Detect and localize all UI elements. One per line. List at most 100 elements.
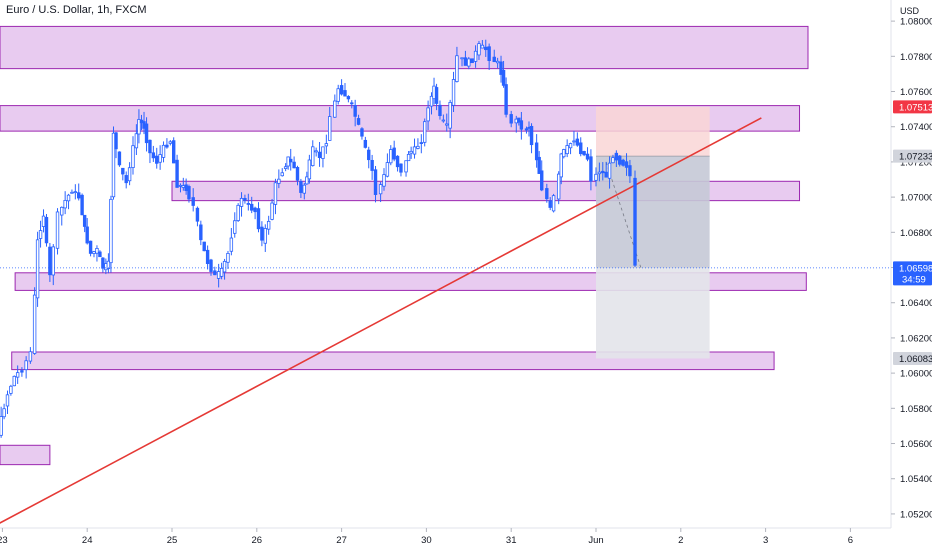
candle-body — [451, 79, 456, 106]
candle-body — [12, 375, 16, 387]
candle-body — [385, 162, 390, 177]
price-tick-label: 1.07000 — [900, 193, 932, 204]
candle-body — [51, 246, 55, 276]
candle-body — [582, 151, 586, 156]
candle-body — [155, 155, 159, 164]
candle-body — [0, 416, 3, 436]
time-tick-label: 26 — [252, 535, 263, 546]
candle-body — [263, 228, 267, 244]
candle-body — [367, 149, 371, 161]
candle-body — [336, 88, 340, 102]
candle-body — [492, 56, 496, 63]
candle-body — [548, 200, 552, 208]
candle-body — [604, 171, 608, 178]
candle-body — [256, 208, 261, 230]
candle-body — [534, 142, 539, 161]
time-tick-label: 25 — [167, 535, 178, 546]
candle-body — [144, 123, 149, 144]
candle-body — [109, 198, 113, 264]
candle-body — [32, 294, 37, 354]
candle-body — [295, 167, 300, 181]
candle-body — [438, 104, 442, 117]
candle-body — [328, 116, 332, 141]
price-badge — [893, 149, 932, 163]
candle-body — [419, 142, 424, 144]
price-tick-label: 1.05800 — [900, 404, 932, 415]
candle-body — [151, 152, 156, 159]
candle-body — [213, 270, 217, 276]
candle-body — [101, 257, 105, 269]
price-badge — [893, 100, 932, 114]
candle-body — [333, 100, 337, 118]
candle-body — [597, 171, 602, 175]
candle-body — [209, 259, 213, 272]
time-tick-label: 3 — [763, 535, 768, 546]
candle-body — [121, 167, 125, 175]
candle-body — [289, 158, 293, 163]
candle-body — [277, 178, 281, 184]
candle-body — [137, 119, 141, 135]
price-tick-label: 1.06200 — [900, 333, 932, 344]
candle-body — [15, 372, 20, 378]
candle-body — [445, 123, 449, 126]
time-tick-label: 27 — [336, 535, 347, 546]
candle-body — [98, 251, 102, 258]
candle-body — [467, 58, 471, 67]
candle-body — [199, 224, 203, 241]
candle-body — [572, 140, 576, 143]
candle-body — [356, 118, 361, 125]
candle-body — [624, 161, 629, 168]
candle-body — [20, 370, 24, 373]
candle-body — [455, 55, 459, 82]
time-tick-label: 31 — [506, 535, 517, 546]
price-tick-label: 1.05400 — [900, 474, 932, 485]
candle-body — [545, 188, 549, 200]
time-tick-label: Jun — [588, 535, 603, 546]
time-axis[interactable]: 23242526273031Jun236 — [0, 527, 891, 546]
candle-body — [562, 149, 566, 158]
candle-body — [80, 194, 84, 216]
short-position-tool[interactable] — [596, 106, 710, 359]
candle-body — [111, 132, 116, 198]
candle-body — [633, 177, 637, 266]
candle-body — [317, 151, 322, 159]
candle-body — [233, 220, 237, 234]
candle-body — [614, 152, 619, 161]
candle-body — [311, 146, 315, 166]
candle-body — [117, 151, 122, 166]
candle-body — [114, 132, 118, 150]
candle-body — [9, 385, 13, 394]
candle-body — [273, 182, 278, 205]
candle-body — [607, 162, 612, 179]
candle-body — [63, 199, 67, 209]
candle-body — [260, 226, 264, 241]
price-axis[interactable]: USD 1.05200 1.05400 1.05600 1.05800 1.06000 1… — [890, 0, 932, 528]
candle-body — [305, 176, 309, 185]
price-tick-label: 1.05600 — [900, 439, 932, 450]
candle-body — [73, 191, 78, 194]
candle-body — [565, 145, 569, 155]
price-tick-label: 1.07600 — [900, 87, 932, 98]
candle-body — [82, 214, 87, 227]
candle-body — [55, 211, 60, 249]
candle-body — [416, 145, 420, 149]
candle-body — [501, 70, 506, 86]
candle-body — [5, 394, 10, 407]
candle-body — [70, 191, 74, 194]
candle-body — [429, 95, 434, 107]
candle-body — [44, 217, 49, 244]
candle-body — [509, 114, 513, 124]
candle-body — [495, 60, 500, 64]
price-badge-label: 1.07233 — [899, 152, 932, 163]
stop-loss-area — [596, 106, 710, 157]
candle-body — [389, 149, 393, 164]
candle-body — [187, 186, 191, 200]
candle-body — [92, 251, 96, 254]
candle-body — [283, 166, 288, 169]
price-tick-label: 1.08000 — [900, 17, 932, 28]
candle-body — [519, 120, 524, 130]
candle-body — [441, 119, 446, 122]
candle-body — [314, 150, 318, 153]
candle-body — [246, 203, 251, 205]
